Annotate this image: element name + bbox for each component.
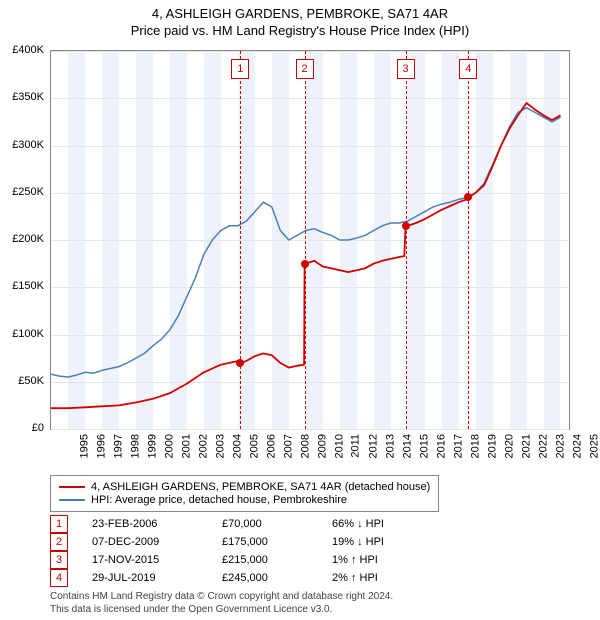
sale-dot	[236, 359, 244, 367]
event-date: 07-DEC-2009	[92, 536, 222, 548]
x-tick-label: 1997	[112, 434, 124, 458]
series-line	[51, 108, 561, 377]
event-row: 4 29-JUL-2019£245,0002% ↑ HPI	[50, 569, 432, 587]
x-tick-label: 2015	[418, 434, 430, 458]
x-tick-label: 2000	[163, 434, 175, 458]
y-tick-label: £200K	[12, 233, 44, 245]
sale-marker-line	[468, 51, 469, 429]
legend-label: HPI: Average price, detached house, Pemb…	[91, 494, 347, 506]
event-date: 17-NOV-2015	[92, 554, 222, 566]
y-tick-label: £150K	[12, 280, 44, 292]
x-tick-label: 1996	[95, 434, 107, 458]
gridline	[51, 429, 569, 430]
x-tick-label: 2017	[452, 434, 464, 458]
legend-swatch-hpi	[59, 499, 85, 501]
x-tick-label: 2005	[248, 434, 260, 458]
sale-marker-line	[406, 51, 407, 429]
x-tick-label: 2010	[333, 434, 345, 458]
x-tick-label: 2004	[231, 434, 243, 458]
y-axis: £0£50K£100K£150K£200K£250K£300K£350K£400…	[0, 50, 48, 430]
legend: 4, ASHLEIGH GARDENS, PEMBROKE, SA71 4AR …	[50, 475, 439, 512]
x-tick-label: 2006	[265, 434, 277, 458]
footer-line: Contains HM Land Registry data © Crown c…	[50, 590, 393, 603]
sale-dot	[301, 260, 309, 268]
x-tick-label: 2011	[349, 434, 361, 458]
event-price: £215,000	[222, 554, 332, 566]
x-tick-label: 2019	[486, 434, 498, 458]
x-tick-label: 2022	[537, 434, 549, 458]
x-tick-label: 1999	[146, 434, 158, 458]
x-tick-label: 2009	[316, 434, 328, 458]
sale-marker-box: 4	[459, 59, 477, 79]
y-tick-label: £0	[32, 422, 44, 434]
legend-swatch-property	[59, 486, 85, 488]
x-tick-label: 2008	[299, 434, 311, 458]
title-block: 4, ASHLEIGH GARDENS, PEMBROKE, SA71 4AR …	[0, 0, 600, 38]
sale-marker-box: 2	[296, 59, 314, 79]
event-pct: 19% ↓ HPI	[332, 536, 432, 548]
event-pct: 2% ↑ HPI	[332, 572, 432, 584]
events-table: 1 23-FEB-2006£70,00066% ↓ HPI 2 07-DEC-2009…	[50, 515, 432, 587]
event-date: 23-FEB-2006	[92, 518, 222, 530]
footer: Contains HM Land Registry data © Crown c…	[50, 590, 393, 616]
x-tick-label: 2021	[520, 434, 532, 458]
legend-row: 4, ASHLEIGH GARDENS, PEMBROKE, SA71 4AR …	[59, 481, 430, 493]
sale-marker-line	[305, 51, 306, 429]
footer-line: This data is licensed under the Open Gov…	[50, 603, 393, 616]
event-pct: 66% ↓ HPI	[332, 518, 432, 530]
x-tick-label: 2020	[503, 434, 515, 458]
x-tick-label: 2023	[554, 434, 566, 458]
event-row: 1 23-FEB-2006£70,00066% ↓ HPI	[50, 515, 432, 533]
event-date: 29-JUL-2019	[92, 572, 222, 584]
y-tick-label: £300K	[12, 139, 44, 151]
legend-row: HPI: Average price, detached house, Pemb…	[59, 494, 430, 506]
x-tick-label: 2007	[282, 434, 294, 458]
x-tick-label: 2012	[367, 434, 379, 458]
y-tick-label: £250K	[12, 186, 44, 198]
title-sub: Price paid vs. HM Land Registry's House …	[0, 23, 600, 38]
x-tick-label: 2001	[180, 434, 192, 458]
y-tick-label: £400K	[12, 44, 44, 56]
x-tick-label: 2018	[469, 434, 481, 458]
event-price: £70,000	[222, 518, 332, 530]
y-tick-label: £50K	[18, 375, 44, 387]
y-tick-label: £100K	[12, 328, 44, 340]
event-number-box: 2	[50, 533, 68, 551]
x-tick-label: 2002	[197, 434, 209, 458]
x-tick-label: 1995	[78, 434, 90, 458]
x-tick-label: 2024	[571, 434, 583, 458]
event-row: 2 07-DEC-2009£175,00019% ↓ HPI	[50, 533, 432, 551]
event-number-box: 4	[50, 569, 68, 587]
x-tick-label: 2016	[435, 434, 447, 458]
x-tick-label: 1998	[129, 434, 141, 458]
x-axis: 1995 1996 1997 1998 1999 2000 2001 2002 2003 2004…	[50, 432, 570, 472]
sale-marker-box: 1	[231, 59, 249, 79]
event-number-box: 3	[50, 551, 68, 569]
page: 4, ASHLEIGH GARDENS, PEMBROKE, SA71 4AR …	[0, 0, 600, 620]
sale-marker-box: 3	[397, 59, 415, 79]
event-price: £245,000	[222, 572, 332, 584]
sale-marker-line	[240, 51, 241, 429]
event-number-box: 1	[50, 515, 68, 533]
title-main: 4, ASHLEIGH GARDENS, PEMBROKE, SA71 4AR	[0, 6, 600, 21]
x-tick-label: 2013	[384, 434, 396, 458]
y-tick-label: £350K	[12, 91, 44, 103]
x-tick-label: 2014	[401, 434, 413, 458]
sale-dot	[464, 193, 472, 201]
x-tick-label: 2025	[588, 434, 600, 458]
event-row: 3 17-NOV-2015£215,0001% ↑ HPI	[50, 551, 432, 569]
x-tick-label: 2003	[214, 434, 226, 458]
chart-lines	[51, 51, 569, 429]
event-pct: 1% ↑ HPI	[332, 554, 432, 566]
legend-label: 4, ASHLEIGH GARDENS, PEMBROKE, SA71 4AR …	[91, 481, 430, 493]
sale-dot	[402, 222, 410, 230]
chart-plot-area: 1 2 3 4	[50, 50, 570, 430]
event-price: £175,000	[222, 536, 332, 548]
